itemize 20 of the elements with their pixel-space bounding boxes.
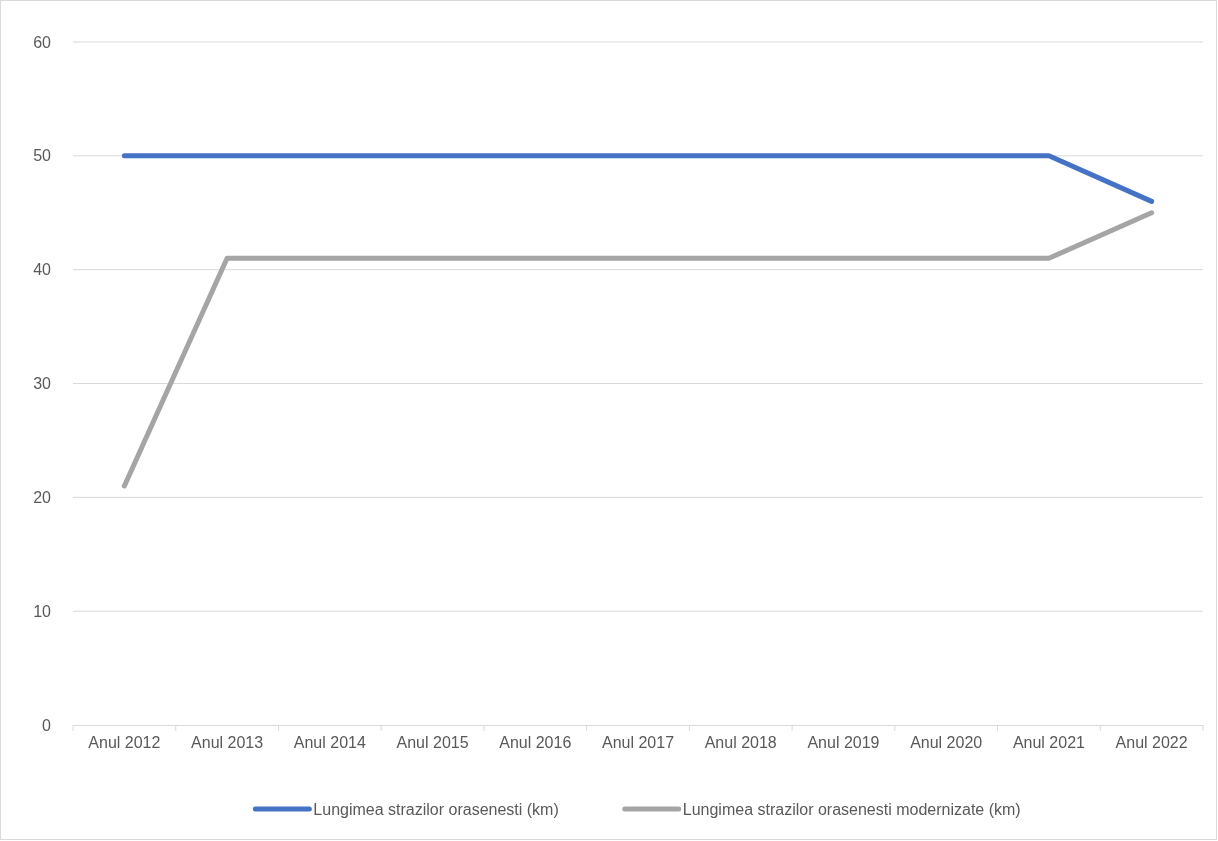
x-tick-label: Anul 2018 <box>704 734 777 752</box>
y-tick-label: 30 <box>33 375 52 393</box>
legend-label: Lungimea strazilor orasenesti (km) <box>313 801 559 818</box>
y-tick-label: 0 <box>42 716 52 734</box>
x-tick-label: Anul 2016 <box>499 734 572 752</box>
x-tick-label: Anul 2022 <box>1115 734 1188 752</box>
x-tick-label: Anul 2013 <box>191 734 264 752</box>
y-tick-label: 40 <box>33 261 52 279</box>
x-tick-label: Anul 2012 <box>88 734 161 752</box>
y-tick-label: 60 <box>33 33 52 51</box>
x-tick-label: Anul 2015 <box>396 734 469 752</box>
y-tick-label: 20 <box>33 488 52 506</box>
x-tick-label: Anul 2014 <box>293 734 366 752</box>
legend-label: Lungimea strazilor orasenesti modernizate (km) <box>682 801 1021 818</box>
y-tick-label: 10 <box>33 602 52 620</box>
x-tick-label: Anul 2021 <box>1012 734 1086 752</box>
x-tick-label: Anul 2020 <box>910 734 983 752</box>
x-tick-label: Anul 2017 <box>601 734 675 752</box>
x-tick-label: Anul 2019 <box>807 734 880 752</box>
y-tick-label: 50 <box>33 147 52 165</box>
